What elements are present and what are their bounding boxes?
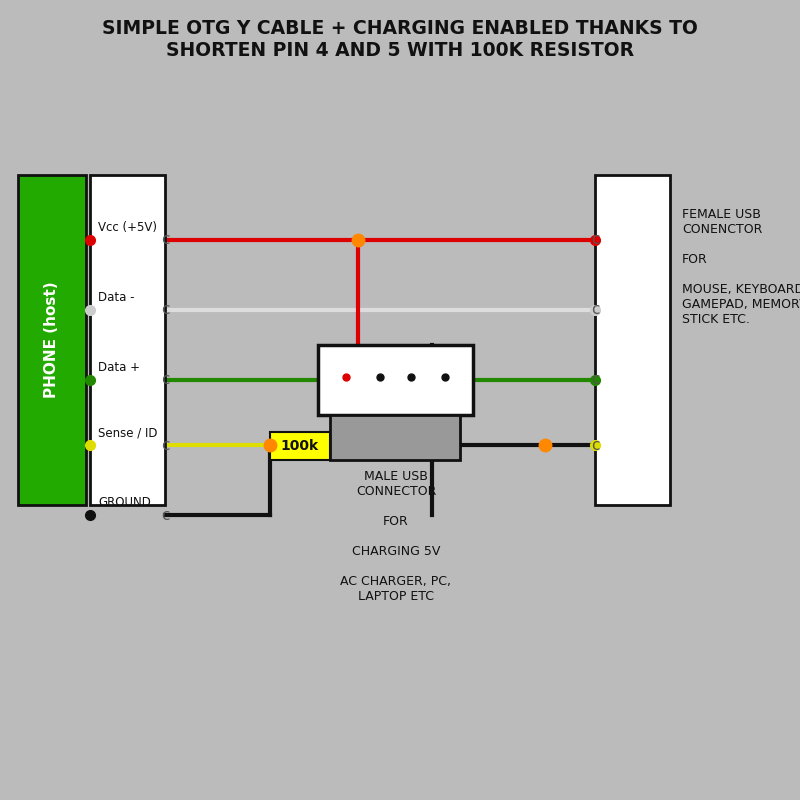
Text: c: c — [161, 373, 170, 387]
Bar — [595, 175, 670, 505]
Text: c: c — [161, 507, 170, 522]
Text: FEMALE USB
CONENCTOR

FOR

MOUSE, KEYBOARD,
GAMEPAD, MEMORY
STICK ETC.: FEMALE USB CONENCTOR FOR MOUSE, KEYBOARD… — [682, 208, 800, 326]
Text: c: c — [161, 233, 170, 247]
Bar — [18, 175, 86, 505]
Bar — [270, 432, 330, 460]
Text: c: c — [590, 302, 599, 318]
Text: Data -: Data - — [98, 291, 134, 304]
Bar — [318, 345, 473, 415]
Bar — [330, 415, 460, 460]
Text: c: c — [590, 438, 599, 453]
Text: Sense / ID: Sense / ID — [98, 426, 158, 439]
Text: c: c — [161, 302, 170, 318]
Text: Data +: Data + — [98, 361, 140, 374]
Text: PHONE (host): PHONE (host) — [45, 282, 59, 398]
Text: MALE USB
CONNECTOR

FOR

CHARGING 5V

AC CHARGER, PC,
LAPTOP ETC: MALE USB CONNECTOR FOR CHARGING 5V AC CH… — [341, 470, 451, 603]
Text: Vcc (+5V): Vcc (+5V) — [98, 221, 157, 234]
Bar — [90, 175, 165, 505]
Text: SIMPLE OTG Y CABLE + CHARGING ENABLED THANKS TO
SHORTEN PIN 4 AND 5 WITH 100K RE: SIMPLE OTG Y CABLE + CHARGING ENABLED TH… — [102, 19, 698, 61]
Text: c: c — [161, 438, 170, 453]
Text: GROUND: GROUND — [98, 496, 151, 509]
Text: c: c — [590, 373, 599, 387]
Text: c: c — [590, 233, 599, 247]
Text: 100k: 100k — [281, 439, 319, 453]
